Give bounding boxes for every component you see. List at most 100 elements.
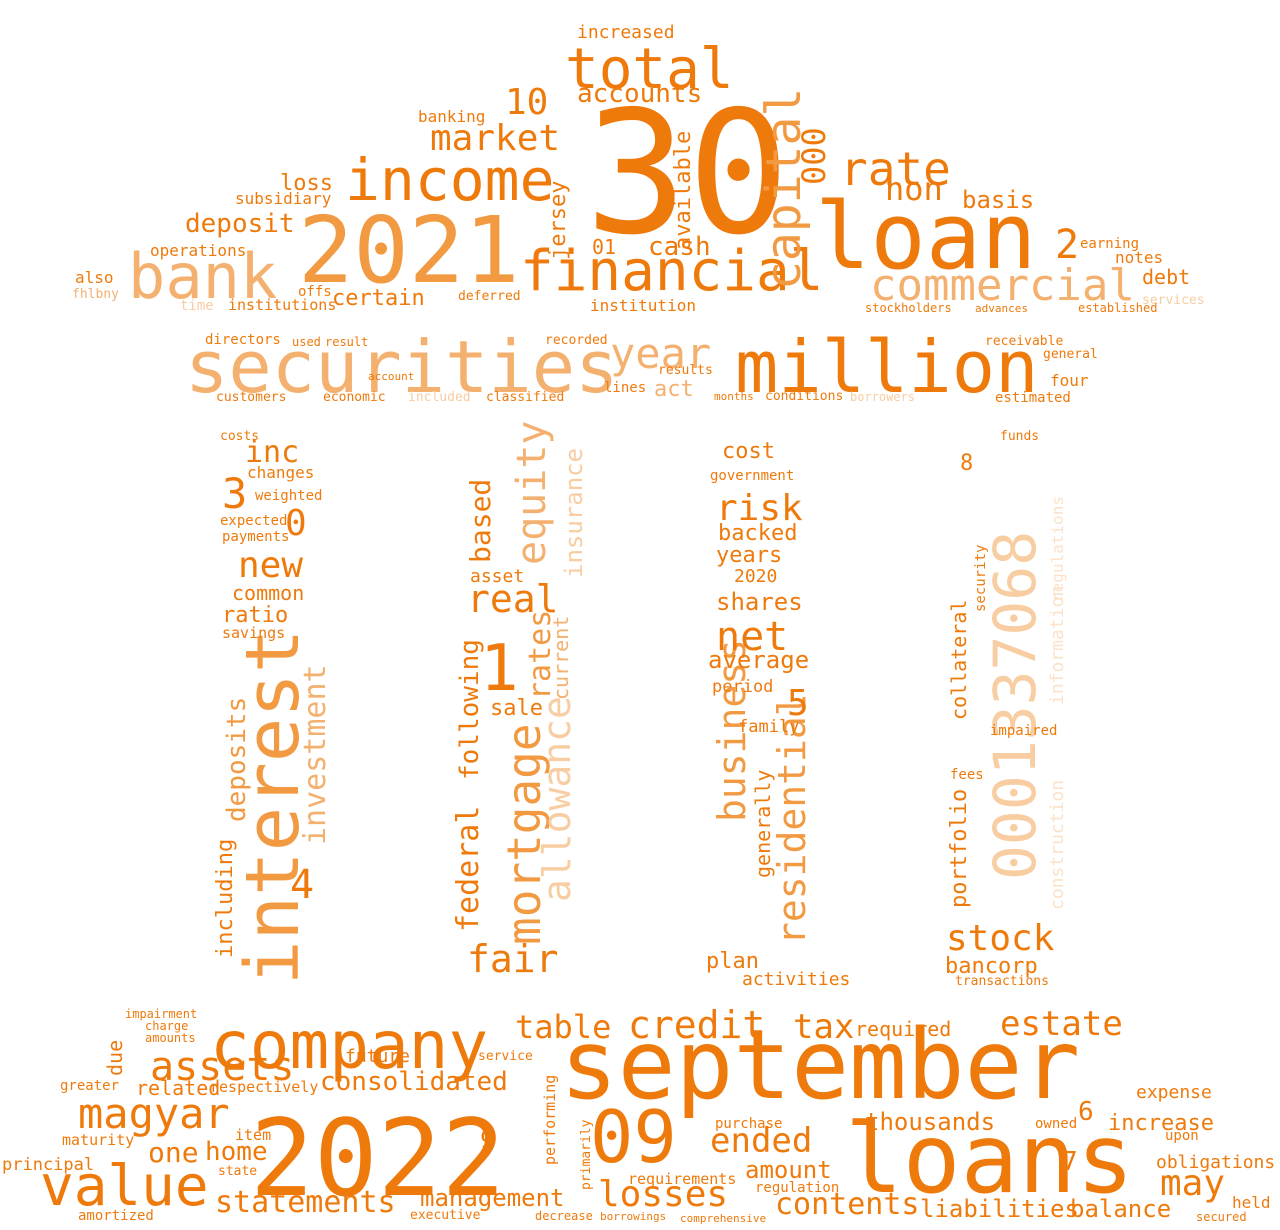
word-certain: certain <box>332 286 425 311</box>
word-market: market <box>430 118 560 159</box>
word-obligations: obligations <box>1156 1152 1275 1173</box>
word-owned: owned <box>1035 1116 1077 1132</box>
word-estimated: estimated <box>995 390 1071 406</box>
word-capital: capital <box>756 88 812 290</box>
word-years: years <box>716 543 782 568</box>
word-classified: classified <box>486 390 564 405</box>
word-debt: debt <box>1142 265 1190 289</box>
word-funds: funds <box>1000 429 1039 444</box>
word-securities: securities <box>185 325 618 409</box>
word-recorded: recorded <box>545 333 608 348</box>
word-respectively: respectively <box>210 1078 318 1096</box>
word-banking: banking <box>418 107 485 126</box>
word-ended: ended <box>710 1121 812 1161</box>
word-table: table <box>515 1008 611 1046</box>
word-bank: bank <box>128 240 277 313</box>
word-generally: generally <box>751 770 775 878</box>
word-common: common <box>232 581 304 605</box>
word-impairment: impairment <box>125 1007 197 1021</box>
word-increase: increase <box>1108 1111 1214 1136</box>
word-required: required <box>855 1017 951 1041</box>
word-bancorp: bancorp <box>945 954 1038 979</box>
word-borrowings: borrowings <box>600 1210 666 1223</box>
word-loans: loans <box>845 1103 1134 1215</box>
word-secured: secured <box>1196 1210 1247 1224</box>
word-comprehensive: comprehensive <box>680 1212 766 1225</box>
word-09: 09 <box>590 1095 677 1179</box>
word-jersey: jersey <box>546 181 571 260</box>
word-allowance: allowance <box>535 696 579 902</box>
column-1: interest investment deposits including n… <box>213 429 333 985</box>
word-management: management <box>420 1184 565 1212</box>
word-stockholders: stockholders <box>865 301 952 315</box>
word-residential: residential <box>770 693 814 945</box>
word-costs: costs <box>220 429 259 444</box>
word-loss: loss <box>280 171 333 196</box>
word-notes: notes <box>1115 248 1163 267</box>
word-services: services <box>1142 293 1205 308</box>
word-new: new <box>238 545 303 586</box>
word-four: four <box>1050 371 1089 390</box>
word-executive: executive <box>410 1208 481 1223</box>
word-fhlbny: fhlbny <box>72 287 119 302</box>
word-million: million <box>735 325 1038 409</box>
word-commercial: commercial <box>870 260 1135 311</box>
word-accounts: accounts <box>577 79 702 109</box>
word-information: information <box>1047 586 1068 705</box>
word-future: future <box>345 1046 410 1067</box>
word-decrease: decrease <box>535 1209 593 1223</box>
word-0: 0 <box>285 503 307 544</box>
word-fair: fair <box>467 937 559 981</box>
word-plan: plan <box>706 949 759 974</box>
word-average: average <box>708 646 809 674</box>
word-fees: fees <box>950 767 984 783</box>
word-lines: lines <box>604 380 646 396</box>
word-months: months <box>714 390 754 403</box>
word-cash: cash <box>648 232 711 262</box>
word-following: following <box>455 639 485 780</box>
word-also: also <box>75 268 114 287</box>
word-current: current <box>549 616 573 700</box>
word-held: held <box>1232 1193 1271 1212</box>
beam-section: securities million year act results line… <box>185 325 1098 409</box>
word-000: 000 <box>795 127 833 185</box>
word-4: 4 <box>290 862 314 908</box>
word-5: 5 <box>787 683 809 724</box>
word-earning: earning <box>1080 236 1139 252</box>
word-deposit: deposit <box>185 209 295 239</box>
word-regulations: regulations <box>1048 496 1067 602</box>
word-cost: cost <box>722 439 775 464</box>
word-family: family <box>738 717 799 737</box>
roof-section: 30 loan 2021 financial bank income total… <box>72 22 1205 315</box>
word-results: results <box>658 363 713 378</box>
word-principal: principal <box>2 1155 94 1175</box>
word-purchase: purchase <box>715 1116 782 1132</box>
word-inc: inc <box>245 435 299 470</box>
word-weighted: weighted <box>255 488 322 504</box>
word-estate: estate <box>1000 1004 1123 1044</box>
word-rate: rate <box>840 142 951 196</box>
word-payments: payments <box>222 529 289 545</box>
word-general: general <box>1043 347 1098 362</box>
word-operations: operations <box>150 241 246 260</box>
word-due: due <box>103 1040 127 1076</box>
word-9: 9 <box>480 1126 494 1154</box>
word-regulation: regulation <box>755 1180 839 1196</box>
word-value: value <box>40 1154 209 1219</box>
word-insurance: insurance <box>560 448 588 578</box>
word-income: income <box>345 146 555 214</box>
word-liabilities: liabilities <box>920 1195 1079 1223</box>
word-sale: sale <box>490 696 543 721</box>
word-tax: tax <box>793 1007 854 1047</box>
word-including: including <box>213 839 238 958</box>
word-assets: assets <box>150 1044 295 1090</box>
base-section: september 2022 loans company 09 value ma… <box>2 1003 1275 1225</box>
word-mortgage: mortgage <box>497 723 551 945</box>
word-offs: offs <box>298 284 332 300</box>
word-magyar: magyar <box>78 1089 230 1138</box>
word-equity: equity <box>509 421 555 566</box>
word-6: 6 <box>1078 1097 1094 1127</box>
word-savings: savings <box>222 624 285 642</box>
word-basis: basis <box>962 186 1034 214</box>
word-asset: asset <box>470 566 524 587</box>
